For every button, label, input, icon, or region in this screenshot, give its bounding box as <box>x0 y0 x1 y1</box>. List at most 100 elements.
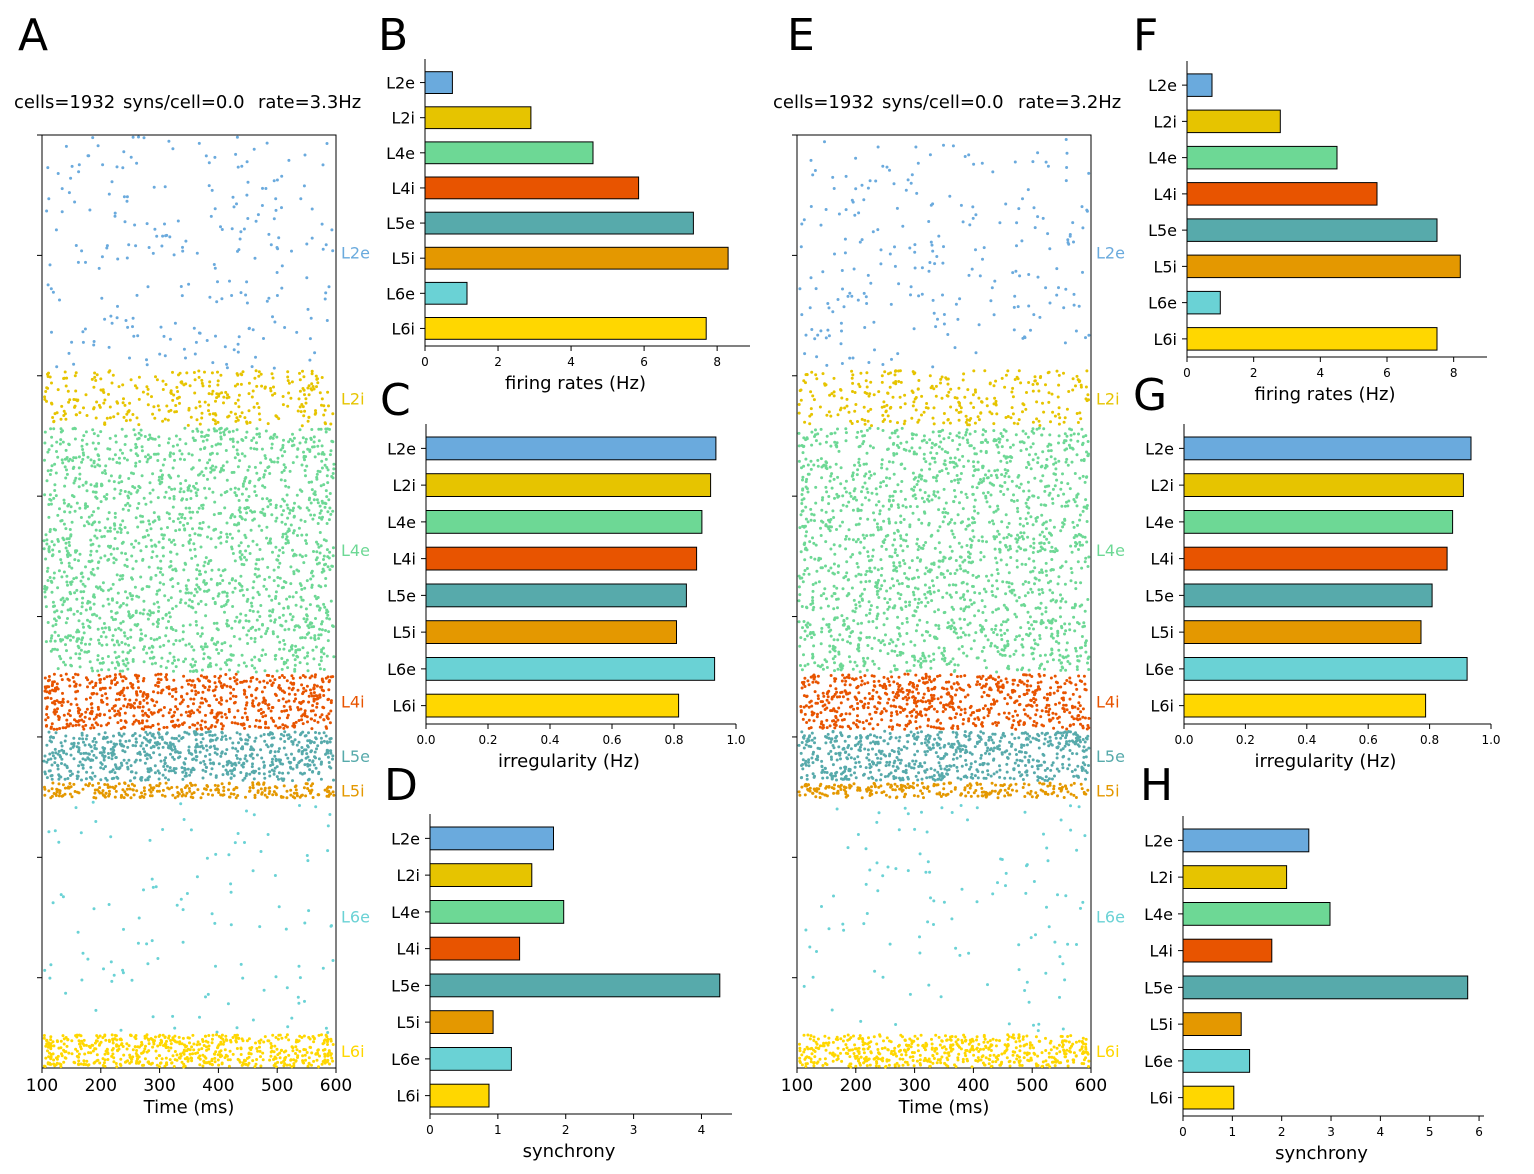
spike-dot <box>307 909 311 913</box>
spike-dot <box>80 460 84 464</box>
spike-dot <box>94 1008 98 1012</box>
spike-dot <box>241 439 245 442</box>
spike-dot <box>168 651 172 655</box>
spike-dot <box>168 475 172 479</box>
spike-dot <box>324 1026 328 1030</box>
spike-dot <box>106 752 110 755</box>
spike-dot <box>890 357 893 361</box>
spike-dot <box>262 513 266 517</box>
spike-dot <box>236 373 240 377</box>
spike-dot <box>81 457 85 461</box>
spike-dot <box>178 437 182 441</box>
spike-dot <box>310 1051 314 1055</box>
spike-dot <box>313 719 317 723</box>
spike-dot <box>126 667 130 671</box>
spike-dot <box>123 790 127 794</box>
spike-dot <box>104 472 108 475</box>
spike-dot <box>80 601 84 605</box>
spike-dot <box>280 264 284 268</box>
spike-dot <box>305 579 309 583</box>
spike-dot <box>148 433 152 437</box>
spike-dot <box>229 691 233 695</box>
spike-dot <box>288 649 291 653</box>
spike-dot <box>92 343 96 347</box>
spike-dot <box>191 436 195 440</box>
spike-dot <box>112 748 116 752</box>
spike-dot <box>172 452 176 456</box>
spike-dot <box>63 370 67 374</box>
spike-dot <box>67 786 71 790</box>
spike-dot <box>77 455 81 459</box>
spike-dot <box>182 818 186 821</box>
spike-dot <box>59 430 63 434</box>
spike-dot <box>136 489 140 492</box>
spike-dot <box>219 674 222 678</box>
spike-dot <box>219 541 223 545</box>
spike-dot <box>287 440 291 444</box>
spike-dot <box>78 737 81 741</box>
spike-dot <box>269 619 273 623</box>
spike-dot <box>184 442 188 446</box>
spike-dot <box>251 762 254 766</box>
spike-dot <box>138 460 142 463</box>
spike-dot <box>320 1062 324 1066</box>
spike-dot <box>325 787 329 790</box>
spike-dot <box>113 673 117 677</box>
x-tick-label: 4 <box>698 1123 706 1137</box>
spike-dot <box>301 387 305 390</box>
spike-dot <box>83 715 87 719</box>
spike-dot <box>203 762 207 766</box>
spike-dot <box>237 499 241 502</box>
spike-dot <box>219 225 222 229</box>
spike-dot <box>111 373 115 377</box>
spike-dot <box>319 544 323 548</box>
spike-dot <box>270 446 274 450</box>
spike-dot <box>207 403 211 407</box>
spike-dot <box>310 480 314 484</box>
bar-L5i <box>425 620 677 645</box>
spike-dot <box>130 576 133 580</box>
spike-dot <box>118 672 122 676</box>
spike-dot <box>75 745 79 749</box>
spike-dot <box>135 416 139 420</box>
spike-dot <box>59 638 62 641</box>
x-tick-label: 200 <box>85 1076 117 1096</box>
spike-dot <box>131 686 135 690</box>
category-label-L4i: L4i <box>396 940 420 959</box>
spike-dot <box>331 509 335 513</box>
spike-dot <box>163 495 167 499</box>
spike-dot <box>293 796 297 800</box>
spike-dot <box>46 450 50 454</box>
spike-dot <box>45 479 49 483</box>
spike-dot <box>146 533 150 537</box>
spike-dot <box>255 677 259 681</box>
spike-dot <box>320 570 324 574</box>
spike-dot <box>313 750 317 754</box>
spike-dot <box>97 732 101 736</box>
spike-dot <box>194 406 198 410</box>
spike-dot <box>56 763 60 767</box>
spike-dot <box>65 752 68 756</box>
spike-dot <box>149 538 153 542</box>
spike-dot <box>44 587 48 591</box>
spike-dot <box>285 716 289 720</box>
spike-dot <box>948 194 952 198</box>
spike-dot <box>101 163 105 167</box>
spike-dot <box>47 730 51 734</box>
spike-dot <box>254 355 257 359</box>
spike-dot <box>115 681 119 685</box>
spike-dot <box>331 959 335 962</box>
spike-dot <box>204 731 208 734</box>
spike-dot <box>44 557 48 561</box>
spike-dot <box>84 393 88 397</box>
spike-dot <box>101 686 105 690</box>
spike-dot <box>203 685 207 689</box>
spike-dot <box>209 214 213 218</box>
spike-dot <box>155 637 159 641</box>
spike-dot <box>244 487 248 491</box>
spike-dot <box>46 166 50 170</box>
spike-dot <box>181 698 185 702</box>
spike-dot <box>63 739 67 743</box>
spike-dot <box>130 615 134 619</box>
spike-dot <box>121 659 125 663</box>
